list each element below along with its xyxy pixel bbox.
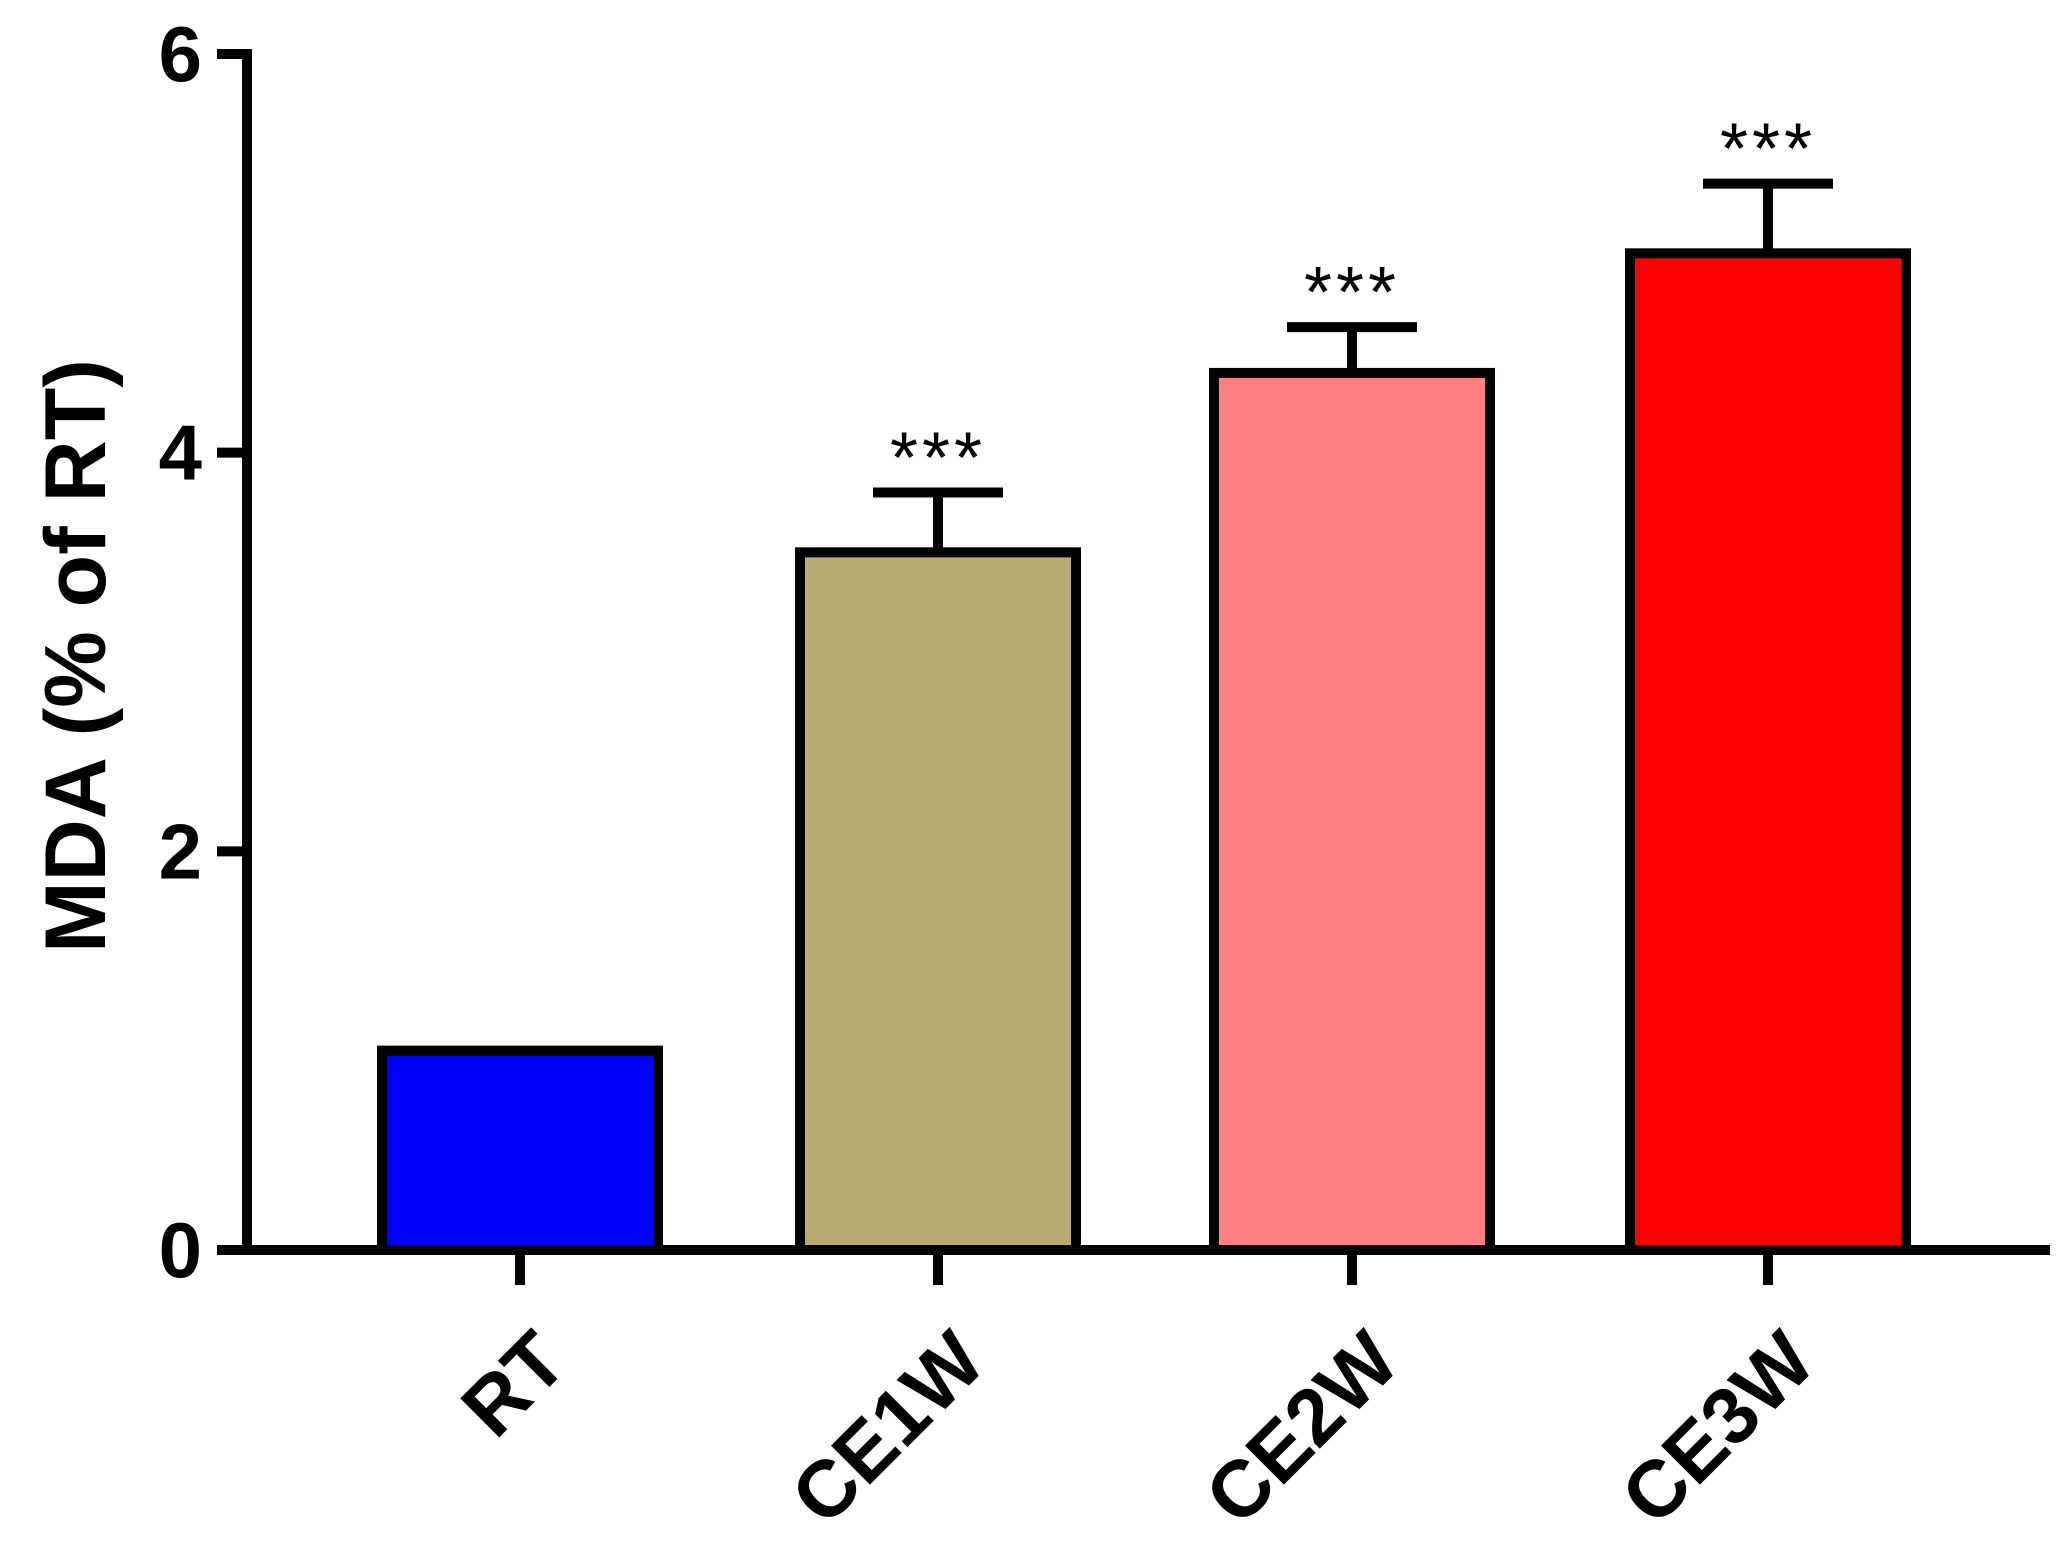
y-tick-label-4: 4 xyxy=(159,409,202,497)
y-tick-label-6: 6 xyxy=(159,10,202,98)
bar-ce1w xyxy=(795,547,1081,1255)
bars-layer xyxy=(377,248,1911,1256)
axes-layer xyxy=(217,49,2050,1285)
bar-rt xyxy=(377,1045,663,1255)
y-tick-label-2: 2 xyxy=(159,807,202,895)
significance-label-ce1w: *** xyxy=(890,419,986,499)
x-tick-label-ce3w: CE3W xyxy=(1604,1314,1831,1541)
bar-ce2w xyxy=(1209,367,1495,1255)
error-bars-layer xyxy=(873,178,1833,553)
significance-label-ce3w: *** xyxy=(1720,110,1816,190)
x-tick-label-ce2w: CE2W xyxy=(1188,1314,1415,1541)
x-tick-labels: RT CE1W CE2W CE3W xyxy=(444,1314,1831,1541)
y-axis-label: MDA (% of RT) xyxy=(28,359,124,953)
x-tick-label-ce1w: CE1W xyxy=(774,1314,1001,1541)
x-tick-label-rt: RT xyxy=(444,1315,582,1453)
bar-ce3w xyxy=(1625,248,1911,1256)
y-tick-labels: 0 2 4 6 xyxy=(159,10,202,1294)
significance-label-ce2w: *** xyxy=(1304,253,1400,333)
significance-layer: *** *** *** xyxy=(890,110,1816,499)
y-tick-label-0: 0 xyxy=(159,1206,202,1294)
